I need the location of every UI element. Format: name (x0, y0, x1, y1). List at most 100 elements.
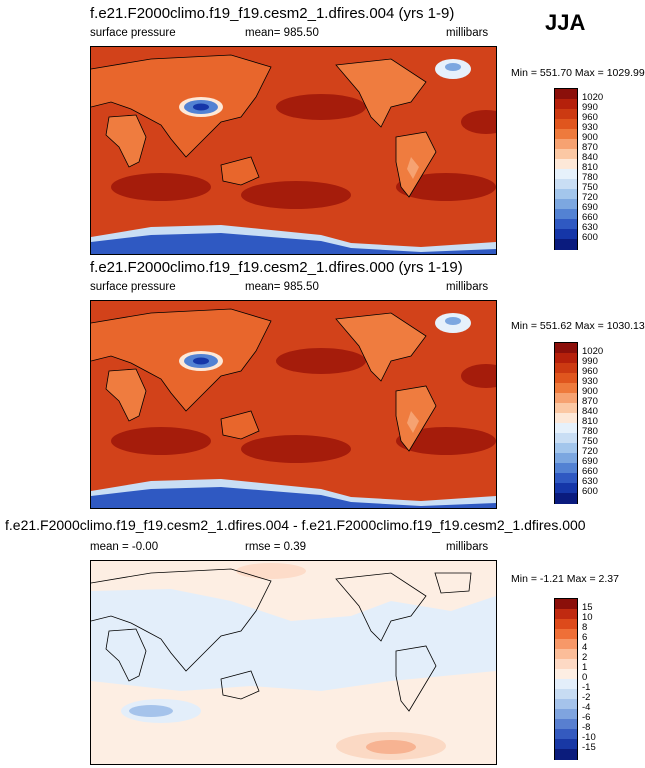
colorbar-swatch (555, 89, 577, 100)
panel1-map-svg (91, 47, 496, 254)
panel2-title: f.e21.F2000climo.f19_f19.cesm2_1.dfires.… (90, 259, 463, 276)
panel2-tibet-core (193, 357, 209, 365)
colorbar-tick-label: 690 (582, 456, 598, 467)
colorbar-tick-label: 15 (582, 602, 593, 613)
colorbar-tick-label: 840 (582, 406, 598, 417)
colorbar-tick-label: 4 (582, 642, 588, 653)
panel1-title: f.e21.F2000climo.f19_f19.cesm2_1.dfires.… (90, 5, 455, 22)
colorbar-swatch (555, 373, 577, 384)
panel2-andes (407, 411, 419, 433)
colorbar-swatch (555, 659, 577, 670)
panel2-map (90, 300, 497, 509)
panel1-antarctica (91, 233, 496, 254)
colorbar-tick-label: 960 (582, 366, 598, 377)
colorbar-swatch (555, 453, 577, 464)
panel3-positive-core (366, 740, 416, 754)
colorbar-swatch (555, 629, 577, 640)
panel1-variable-label: surface pressure (90, 27, 176, 39)
panel1-tibet-core (193, 103, 209, 111)
colorbar-tick-label: 750 (582, 436, 598, 447)
colorbar-swatch (555, 739, 577, 750)
colorbar-swatch (555, 699, 577, 710)
colorbar-tick-label: 810 (582, 416, 598, 427)
panel3-colorbar (554, 598, 578, 760)
panel2-high-south-pacific (396, 427, 496, 455)
colorbar-swatch (555, 403, 577, 414)
colorbar-swatch (555, 199, 577, 210)
colorbar-tick-label: 1020 (582, 92, 604, 103)
colorbar-tick-label: 2 (582, 652, 588, 663)
colorbar-swatch (555, 669, 577, 680)
colorbar-swatch (555, 219, 577, 230)
panel2-variable-label: surface pressure (90, 281, 176, 293)
colorbar-tick-label: 900 (582, 132, 598, 143)
panel1-high-south-pacific (396, 173, 496, 201)
panel2-colorbar (554, 342, 578, 504)
colorbar-swatch (555, 433, 577, 444)
panel3-map-svg (91, 561, 496, 764)
panel1-high-indian (241, 181, 351, 209)
panel3-mean-label: mean = -0.00 (90, 541, 159, 553)
panel2-high-south-atlantic (111, 427, 211, 455)
colorbar-tick-label: 960 (582, 112, 598, 123)
colorbar-tick-label: 690 (582, 202, 598, 213)
panel3-title: f.e21.F2000climo.f19_f19.cesm2_1.dfires.… (5, 517, 586, 533)
colorbar-swatch (555, 463, 577, 474)
panel3-negative-core (129, 705, 173, 717)
colorbar-swatch (555, 149, 577, 160)
colorbar-swatch (555, 189, 577, 200)
panel1-africa (106, 115, 146, 167)
colorbar-tick-label: 1 (582, 662, 588, 673)
panel3-units-label: millibars (446, 541, 489, 553)
panel2-units-label: millibars (446, 281, 489, 293)
colorbar-tick-label: -6 (582, 712, 591, 723)
colorbar-swatch (555, 679, 577, 690)
colorbar-tick-label: 660 (582, 466, 598, 477)
colorbar-swatch (555, 383, 577, 394)
colorbar-tick-label: 870 (582, 142, 598, 153)
colorbar-tick-label: 1020 (582, 346, 604, 357)
panel1-high-north-pacific (276, 94, 366, 120)
colorbar-tick-label: 750 (582, 182, 598, 193)
colorbar-swatch (555, 749, 577, 760)
panel2-antarctica (91, 487, 496, 508)
colorbar-swatch (555, 109, 577, 120)
panel2-mean-label: mean= 985.50 (245, 281, 319, 293)
colorbar-tick-label: 990 (582, 102, 598, 113)
colorbar-tick-label: 600 (582, 486, 598, 497)
colorbar-swatch (555, 209, 577, 220)
panel2-australia (221, 411, 259, 439)
colorbar-swatch (555, 639, 577, 650)
panel3-rmse-label: rmse = 0.39 (245, 541, 307, 553)
panel1-units-label: millibars (446, 27, 489, 39)
colorbar-swatch (555, 129, 577, 140)
colorbar-tick-label: 930 (582, 376, 598, 387)
colorbar-swatch (555, 729, 577, 740)
colorbar-swatch (555, 179, 577, 190)
panel1-map (90, 46, 497, 255)
colorbar-tick-label: -4 (582, 702, 591, 713)
colorbar-swatch (555, 159, 577, 170)
panel1-mean-label: mean= 985.50 (245, 27, 319, 39)
colorbar-tick-label: 630 (582, 476, 598, 487)
colorbar-tick-label: 600 (582, 232, 598, 243)
colorbar-swatch (555, 363, 577, 374)
colorbar-swatch (555, 609, 577, 620)
colorbar-tick-label: -10 (582, 732, 596, 743)
panel2-greenland-core (445, 317, 461, 325)
colorbar-tick-label: 870 (582, 396, 598, 407)
panel1-high-north-atlantic (461, 110, 496, 134)
colorbar-swatch (555, 473, 577, 484)
colorbar-swatch (555, 443, 577, 454)
colorbar-tick-label: 720 (582, 192, 598, 203)
colorbar-swatch (555, 483, 577, 494)
panel1-high-south-atlantic (111, 173, 211, 201)
colorbar-tick-label: 10 (582, 612, 593, 623)
colorbar-tick-label: 0 (582, 672, 588, 683)
colorbar-tick-label: -8 (582, 722, 591, 733)
panel1-australia (221, 157, 259, 185)
colorbar-tick-label: 780 (582, 172, 598, 183)
colorbar-swatch (555, 393, 577, 404)
panel2-minmax: Min = 551.62 Max = 1030.13 (511, 320, 645, 332)
colorbar-swatch (555, 169, 577, 180)
